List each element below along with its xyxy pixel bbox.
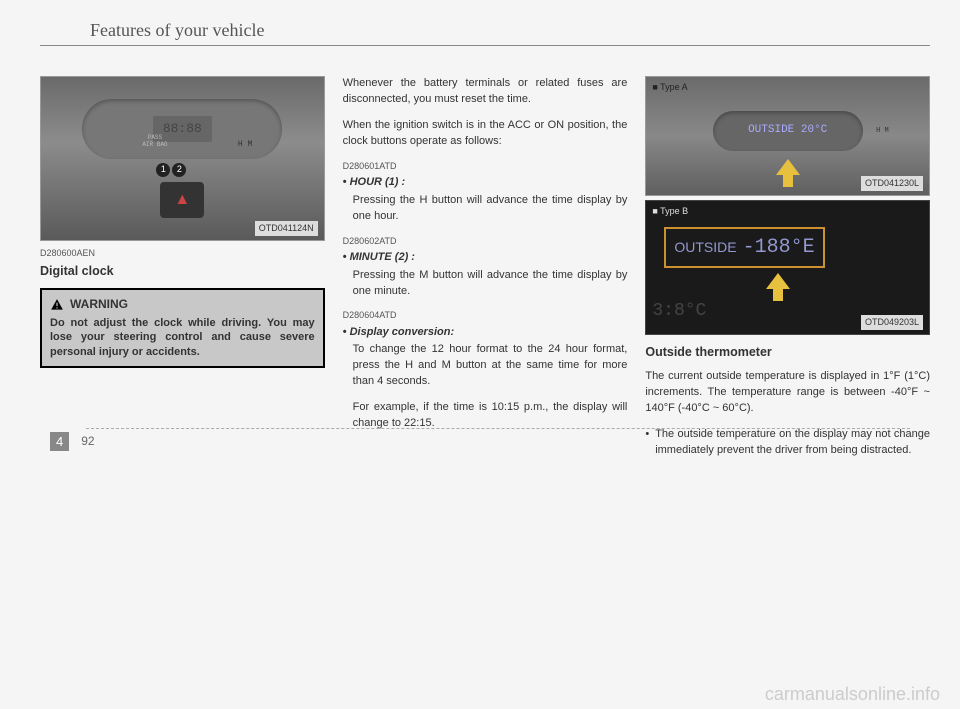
code-1: D280600AEN [40,247,325,260]
figure-label-b: OTD049203L [861,315,923,330]
arrow-up-icon-a [776,159,800,175]
code-display: D280604ATD [343,309,628,322]
text-hour: Pressing the H button will advance the t… [353,193,628,225]
para-thermometer: The current outside temperature is displ… [645,369,930,417]
bullet-temp-note: • The outside temperature on the display… [645,427,930,459]
callout-numbers: 1 2 [156,163,186,177]
page-header: Features of your vehicle [90,20,930,41]
code-hour: D280601ATD [343,160,628,173]
text-display-1: To change the 12 hour format to the 24 h… [353,342,628,390]
figure-type-a: ■ Type A OUTSIDE 20°C H M OTD041230L [645,76,930,196]
callout-1: 1 [156,163,170,177]
section-outside-thermometer: Outside thermometer [645,343,930,361]
figure-label-1: OTD041124N [255,221,318,236]
figure-label-a: OTD041230L [861,176,923,191]
airbag-label: PASSAIR BAG [142,135,167,148]
column-1: PASSAIR BAG 88:88 H M 1 2 ▲ OTD041124N D… [40,76,325,459]
callout-2: 2 [172,163,186,177]
type-b-tag: ■ Type B [652,205,688,218]
section-number: 4 [50,432,69,451]
column-2: Whenever the battery terminals or relate… [343,76,628,459]
head-hour: • HOUR (1) : [343,175,628,191]
head-display: • Display conversion: [343,325,628,341]
outside-temp: -188°E [743,233,815,262]
clock-display: PASSAIR BAG 88:88 H M [82,99,282,159]
warning-icon [50,298,64,312]
outside-box: OUTSIDE -188°E [664,227,824,268]
header-rule [40,45,930,46]
para-ignition: When the ignition switch is in the ACC o… [343,118,628,150]
column-3: ■ Type A OUTSIDE 20°C H M OTD041230L ■ T… [645,76,930,459]
arrow-up-icon-b [766,273,790,289]
figure-type-b: ■ Type B OUTSIDE -188°E 3:8°C OTD049203L [645,200,930,335]
page-footer: 4 92 [50,432,95,451]
watermark: carmanualsonline.info [765,684,940,705]
section-digital-clock: Digital clock [40,262,325,280]
warning-box: WARNING Do not adjust the clock while dr… [40,288,325,368]
figure-clock: PASSAIR BAG 88:88 H M 1 2 ▲ OTD041124N [40,76,325,241]
head-minute: • MINUTE (2) : [343,250,628,266]
page-number: 92 [81,434,94,448]
hazard-button-icon: ▲ [160,182,204,218]
footer-rule [86,428,910,429]
temp-display-a: OUTSIDE 20°C H M [713,111,863,151]
side-temp: 3:8°C [652,298,706,324]
type-a-tag: ■ Type A [652,81,687,94]
code-minute: D280602ATD [343,235,628,248]
warning-heading: WARNING [50,296,315,313]
text-minute: Pressing the M button will advance the t… [353,268,628,300]
para-battery: Whenever the battery terminals or relate… [343,76,628,108]
outside-label: OUTSIDE [674,237,736,257]
warning-text: Do not adjust the clock while driving. Y… [50,316,315,361]
hm-label: H M [238,139,252,151]
